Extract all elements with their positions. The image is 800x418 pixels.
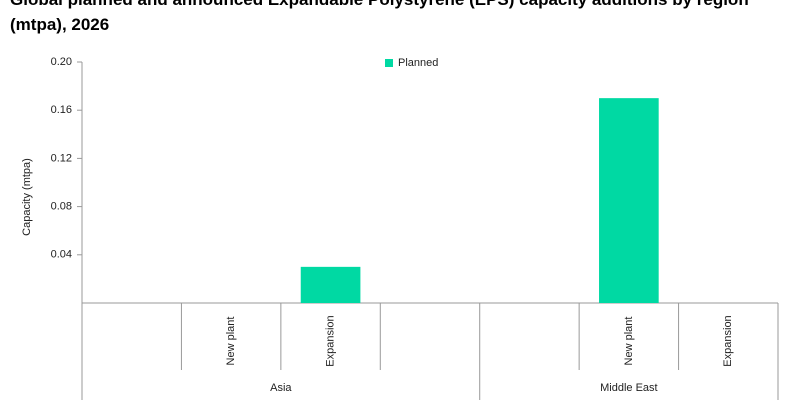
group-label: Middle East bbox=[600, 382, 657, 394]
x-tick-label: New plant bbox=[623, 317, 635, 366]
y-axis-label: Capacity (mtpa) bbox=[21, 158, 33, 236]
y-tick-label: 0.12 bbox=[51, 152, 72, 164]
y-tick-label: 0.04 bbox=[51, 249, 72, 261]
x-tick-label: Expansion bbox=[324, 315, 336, 366]
legend-swatch bbox=[385, 59, 393, 67]
y-tick-label: 0.20 bbox=[51, 56, 72, 68]
x-tick-label: Expansion bbox=[722, 315, 734, 366]
legend-label: Planned bbox=[398, 57, 438, 69]
y-tick-label: 0.16 bbox=[51, 104, 72, 116]
chart-title: Global planned and announced Expandable … bbox=[10, 0, 749, 34]
bar bbox=[599, 98, 659, 304]
y-tick-label: 0.08 bbox=[51, 201, 72, 213]
x-tick-label: New plant bbox=[225, 317, 237, 366]
bar bbox=[300, 266, 361, 303]
group-label: Asia bbox=[270, 382, 292, 394]
